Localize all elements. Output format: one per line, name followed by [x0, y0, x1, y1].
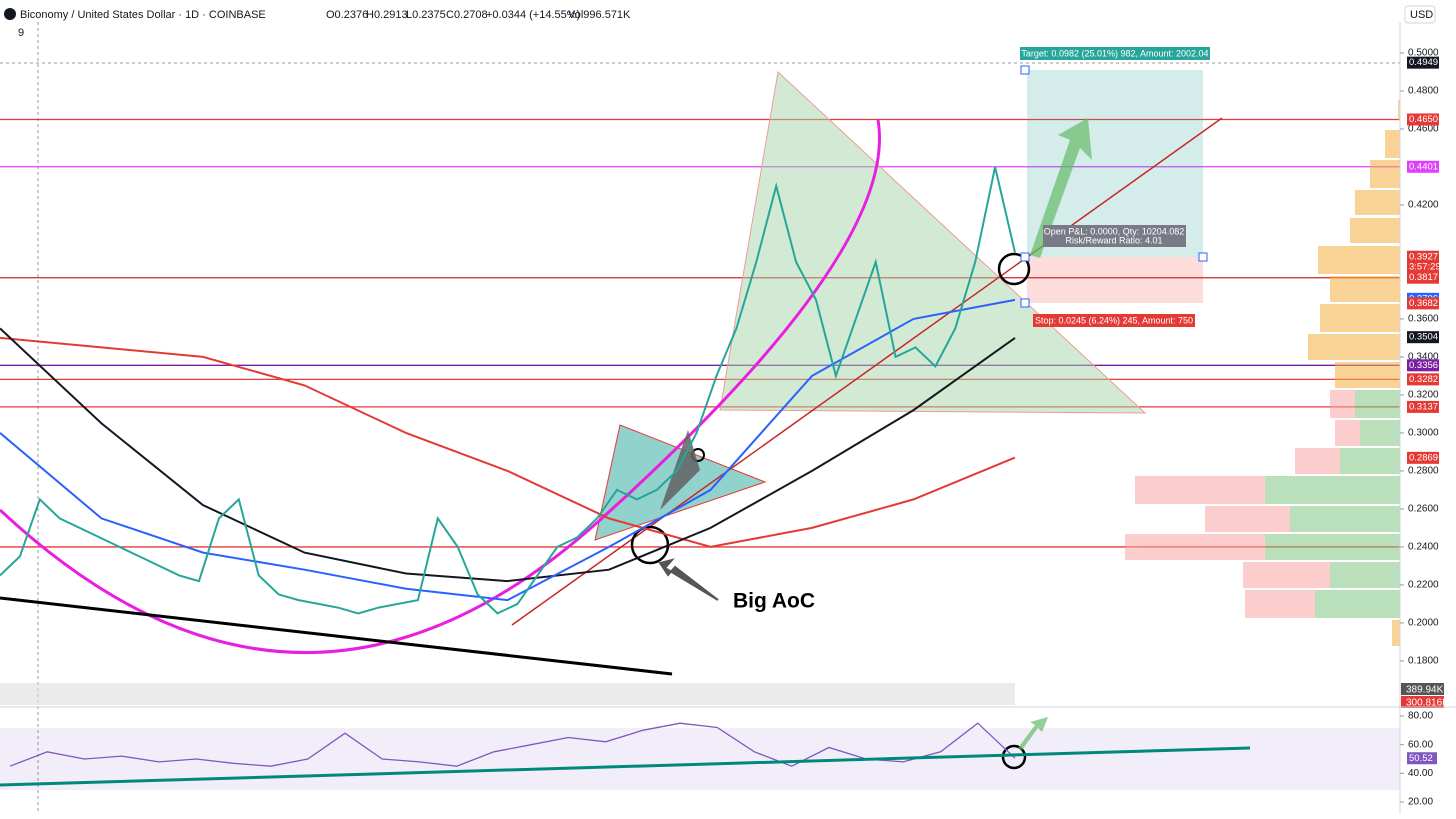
y-tick-label: 0.3400	[1408, 352, 1439, 363]
y-tick-label: 0.5000	[1408, 48, 1439, 59]
rsi-tick-label: 80.00	[1408, 711, 1433, 722]
y-tick-label: 0.3200	[1408, 390, 1439, 401]
low: L0.2375	[406, 9, 446, 21]
pnl-label: Open P&L: 0.0000, Qty: 10204.082	[1044, 226, 1185, 236]
price-tag	[1407, 331, 1439, 344]
moving-average	[0, 336, 1016, 548]
volume-tag	[1401, 696, 1444, 708]
rsi-trendline	[0, 746, 1251, 787]
y-tick-label: 0.1800	[1408, 656, 1439, 667]
pnl-box	[1043, 225, 1186, 247]
target-box	[1020, 47, 1210, 60]
target-label: Target: 0.0982 (25.01%) 982, Amount: 200…	[1021, 48, 1208, 58]
volume-profile	[1125, 100, 1400, 646]
volume-band	[0, 683, 1015, 705]
y-tick-label: 0.4200	[1408, 200, 1439, 211]
handle[interactable]	[1020, 65, 1030, 75]
parabola	[0, 119, 881, 654]
indicator-count[interactable]: 9	[18, 27, 24, 39]
price-tag	[1407, 113, 1439, 126]
y-tick-label: 0.2200	[1408, 580, 1439, 591]
price-tag	[1407, 373, 1439, 386]
arrow-aoc	[658, 558, 719, 601]
symbol-icon	[4, 8, 16, 20]
price-tag-label: 0.3356	[1409, 360, 1438, 371]
currency-button[interactable]	[1404, 5, 1436, 24]
change: +0.0344 (+14.55%)	[486, 9, 580, 21]
rsi-tick-label: 20.00	[1408, 797, 1433, 808]
currency[interactable]: USD	[1410, 9, 1433, 21]
big-aoc-label: Big AoC	[733, 590, 815, 613]
price-tag-countdown: 3:57:29	[1409, 261, 1441, 272]
y-tick-label: 0.4600	[1408, 124, 1439, 135]
price-tag	[1407, 56, 1439, 69]
trendline-red	[511, 117, 1223, 626]
price-tag-label: 0.3682	[1409, 298, 1438, 309]
toolbar	[0, 0, 1456, 22]
arrow-up-rsi	[1018, 717, 1048, 750]
price-tag-label: 0.4650	[1409, 114, 1438, 125]
rsi-tick-label: 60.00	[1408, 739, 1433, 750]
handle[interactable]	[1020, 298, 1030, 308]
handle[interactable]	[1198, 252, 1208, 262]
trendline	[0, 596, 673, 676]
price-tag-label: 0.2869	[1409, 452, 1438, 463]
arrow-up-target	[1030, 118, 1092, 258]
circle-rsi	[1001, 744, 1027, 770]
price-tag-label: 0.3282	[1409, 374, 1438, 385]
moving-average	[0, 327, 1016, 583]
stop-box	[1033, 314, 1195, 327]
price-tag	[1407, 250, 1439, 273]
stop-label: Stop: 0.0245 (6.24%) 245, Amount: 750	[1035, 315, 1193, 325]
price-tag-label: 0.4949	[1409, 57, 1438, 68]
volume-label: 389.94K	[1406, 685, 1444, 696]
price-tag-label: 0.3817	[1409, 272, 1438, 283]
price-tag	[1407, 160, 1439, 173]
price-tag-label: 0.4401	[1409, 161, 1438, 172]
circle-entry	[997, 252, 1031, 286]
stop-zone	[1027, 257, 1203, 303]
rsi-tag	[1407, 752, 1437, 765]
price-tag	[1407, 271, 1439, 284]
handle[interactable]	[1020, 252, 1030, 262]
y-tick-label: 0.2400	[1408, 542, 1439, 553]
price-tag	[1407, 400, 1439, 413]
price-tag-label: 0.3137	[1409, 401, 1438, 412]
close: C0.2708	[446, 9, 488, 21]
price-tag	[1407, 297, 1439, 310]
rr-label: Risk/Reward Ratio: 4.01	[1065, 235, 1162, 245]
symbol: Biconomy / United States Dollar · 1D · C…	[20, 9, 266, 21]
rsi-line	[9, 722, 1016, 767]
price-line	[0, 166, 1016, 615]
rsi-tick-label: 40.00	[1408, 768, 1433, 779]
price-tag	[1407, 359, 1439, 372]
y-tick-label: 0.2000	[1408, 618, 1439, 629]
arrow-up-small	[660, 430, 700, 510]
triangle-big	[719, 71, 1147, 414]
y-tick-label: 0.2600	[1408, 504, 1439, 515]
y-tick-label: 0.3600	[1408, 314, 1439, 325]
price-tag	[1407, 451, 1439, 464]
y-tick-label: 0.4800	[1408, 86, 1439, 97]
price-tag-label: 0.3504	[1409, 332, 1438, 343]
volume: Vol996.571K	[568, 9, 631, 21]
rsi-tag-label: 50.52	[1409, 753, 1433, 764]
y-tick-label: 0.2800	[1408, 466, 1439, 477]
rsi-band	[0, 728, 1400, 790]
price-tag-label: 0.3927	[1409, 251, 1438, 262]
volume-label: 300.816K	[1406, 698, 1449, 709]
y-tick-label: 0.3000	[1408, 428, 1439, 439]
volume-tag	[1401, 683, 1444, 695]
moving-average	[0, 298, 1016, 602]
high: H0.2913	[366, 9, 408, 21]
open: O0.2376	[326, 9, 368, 21]
